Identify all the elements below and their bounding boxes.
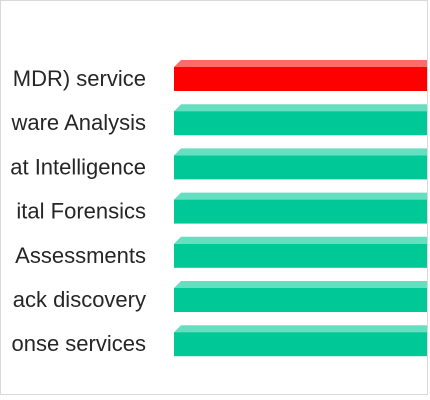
category-label-2: ware Analysis [10,110,146,135]
bar-front-face [174,111,427,136]
category-label-3: at Intelligence [10,154,146,179]
bar-top-face [174,192,427,200]
bar-top-face [174,236,427,244]
bar-top-face [174,281,427,288]
bar-front-face [174,155,427,180]
category-label-6: ack discovery [13,287,146,312]
bar-front-face [174,199,427,224]
bar-front-face [174,332,427,357]
bar-chart: MDR) service ware Analysis at Intelligence… [10,60,427,357]
bar-7 [174,325,427,357]
bar-top-face [174,148,427,156]
bar-4 [174,192,427,224]
bar-6 [174,281,427,312]
category-label-1: MDR) service [13,66,146,91]
bar-top-face [174,60,427,67]
bar-1 [174,60,427,91]
bar-top-face [174,325,427,333]
bar-front-face [174,288,427,312]
category-label-4: ital Forensics [16,199,146,224]
bar-5 [174,236,427,268]
bar-2 [174,104,427,136]
bar-front-face [174,243,427,268]
bar-3 [174,148,427,180]
category-label-5: Assessments [15,243,146,268]
bar-front-face [174,67,427,91]
bar-top-face [174,104,427,112]
category-label-7: onse services [11,331,146,356]
